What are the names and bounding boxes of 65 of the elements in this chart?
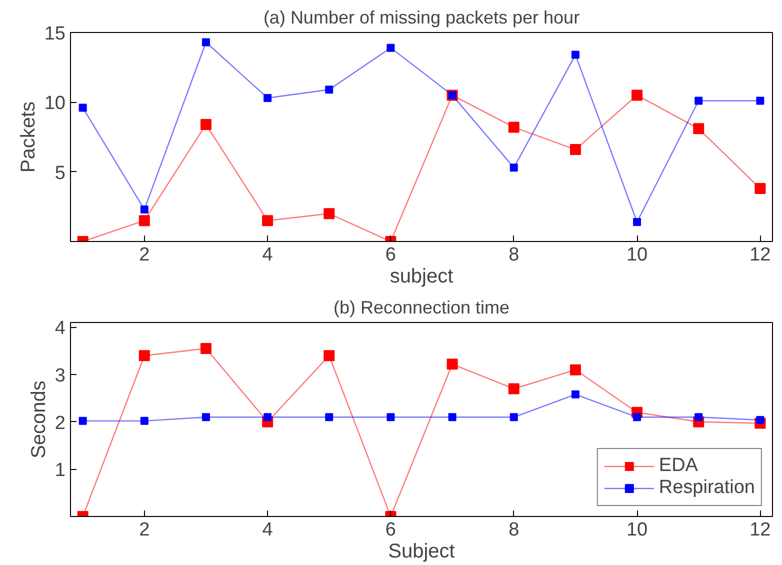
y-tick-label: 15 xyxy=(44,24,66,44)
point xyxy=(138,215,150,226)
y-tick-label: 3 xyxy=(54,366,66,387)
legend-label: Respiration xyxy=(658,477,755,499)
y-axis-title: Packets xyxy=(17,101,40,173)
point xyxy=(202,38,210,46)
x-tick-label: 12 xyxy=(750,244,771,266)
point xyxy=(510,164,518,172)
point xyxy=(202,413,210,422)
point xyxy=(140,416,148,425)
y-tick-label: 2 xyxy=(54,412,66,434)
point xyxy=(510,413,518,422)
x-tick-label: 2 xyxy=(139,520,150,540)
point xyxy=(264,94,272,102)
point xyxy=(693,123,704,134)
x-tick-label: 12 xyxy=(750,520,771,540)
x-tick-label: 10 xyxy=(626,520,648,540)
point xyxy=(138,350,150,362)
y-tick-label: 4 xyxy=(54,318,66,340)
point xyxy=(570,364,581,376)
point xyxy=(325,413,334,422)
point xyxy=(571,390,580,398)
point xyxy=(508,122,520,133)
x-tick-label: 2 xyxy=(139,244,150,266)
point xyxy=(200,118,212,130)
point xyxy=(633,218,642,226)
x-axis-title: subject xyxy=(390,266,454,288)
point xyxy=(264,413,272,422)
point xyxy=(570,144,581,156)
point xyxy=(200,343,212,354)
point xyxy=(632,90,643,101)
point xyxy=(324,350,335,362)
point xyxy=(694,413,703,422)
point xyxy=(754,183,766,194)
point xyxy=(386,44,395,52)
y-tick-label: 5 xyxy=(54,162,66,184)
y-tick-label: 1 xyxy=(54,460,66,482)
point xyxy=(508,383,520,394)
x-tick-label: 4 xyxy=(262,244,274,266)
point xyxy=(448,413,456,422)
legend-label: EDA xyxy=(658,455,698,477)
point xyxy=(78,416,87,425)
x-tick-label: 10 xyxy=(626,244,648,266)
point xyxy=(325,86,334,94)
x-axis-title: Subject xyxy=(388,540,456,562)
point xyxy=(571,50,580,59)
point xyxy=(446,358,458,370)
y-axis-title: Seconds xyxy=(28,380,50,458)
point xyxy=(694,96,703,105)
chart-title: (b) Reconnection time xyxy=(333,298,510,318)
point xyxy=(140,205,148,214)
x-tick-label: 8 xyxy=(508,520,520,540)
chart-title: (a) Number of missing packets per hour xyxy=(263,8,580,28)
point xyxy=(262,215,274,226)
point xyxy=(324,208,335,220)
x-tick-label: 4 xyxy=(262,520,274,540)
point xyxy=(386,413,395,422)
point xyxy=(78,104,87,112)
x-tick-label: 6 xyxy=(385,244,396,266)
y-tick-label: 10 xyxy=(44,93,66,114)
point xyxy=(756,96,764,105)
point xyxy=(756,416,764,424)
point xyxy=(633,413,642,422)
x-tick-label: 8 xyxy=(508,244,520,266)
x-tick-label: 6 xyxy=(385,520,396,540)
